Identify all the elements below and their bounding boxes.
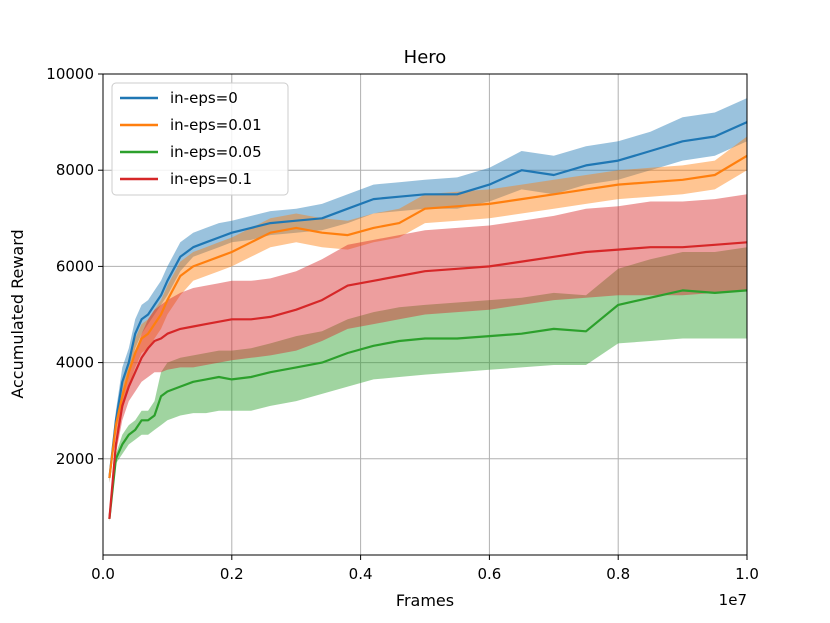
y-tick-label: 4000: [56, 354, 94, 372]
y-tick-label: 10000: [46, 65, 94, 83]
x-axis-label: Frames: [396, 591, 454, 610]
x-tick-label: 0.4: [349, 565, 373, 583]
confidence-band-4: [109, 194, 747, 522]
x-tick-label: 0.2: [220, 565, 244, 583]
legend-label: in-eps=0: [170, 89, 238, 107]
series-line-1: [108, 121, 748, 479]
x-axis-ticks: 0.0 0.2 0.4 0.6 0.8 1.0: [91, 555, 759, 583]
plot-frame: [102, 73, 748, 556]
legend-label: in-eps=0.05: [170, 143, 262, 161]
legend: in-eps=0 in-eps=0.01 in-eps=0.05 in-eps=0.1: [111, 82, 289, 196]
x-tick-label: 1.0: [735, 565, 759, 583]
y-tick-label: 8000: [56, 161, 94, 179]
legend-box: [111, 82, 289, 196]
series-line-3: [108, 289, 748, 520]
x-tick-label: 0.8: [606, 565, 630, 583]
confidence-band-3: [109, 247, 747, 522]
confidence-band-1: [109, 98, 747, 483]
series-line-2: [108, 154, 748, 479]
y-axis-label: Accumulated Reward: [8, 229, 27, 398]
legend-label: in-eps=0.1: [170, 170, 252, 188]
y-tick-label: 2000: [56, 450, 94, 468]
series-line-4: [108, 241, 748, 519]
x-tick-label: 0.6: [477, 565, 501, 583]
legend-label: in-eps=0.01: [170, 116, 262, 134]
x-tick-label: 0.0: [91, 565, 115, 583]
y-axis-ticks: 2000 4000 6000 8000 10000: [46, 65, 103, 468]
series-lines: [108, 121, 748, 520]
x-axis-multiplier: 1e7: [719, 591, 747, 609]
chart-title: Hero: [404, 47, 447, 68]
y-tick-label: 6000: [56, 257, 94, 275]
